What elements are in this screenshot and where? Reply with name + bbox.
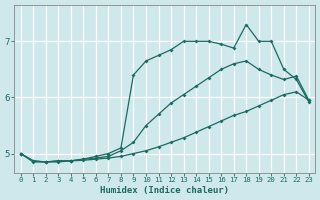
X-axis label: Humidex (Indice chaleur): Humidex (Indice chaleur): [100, 186, 229, 195]
